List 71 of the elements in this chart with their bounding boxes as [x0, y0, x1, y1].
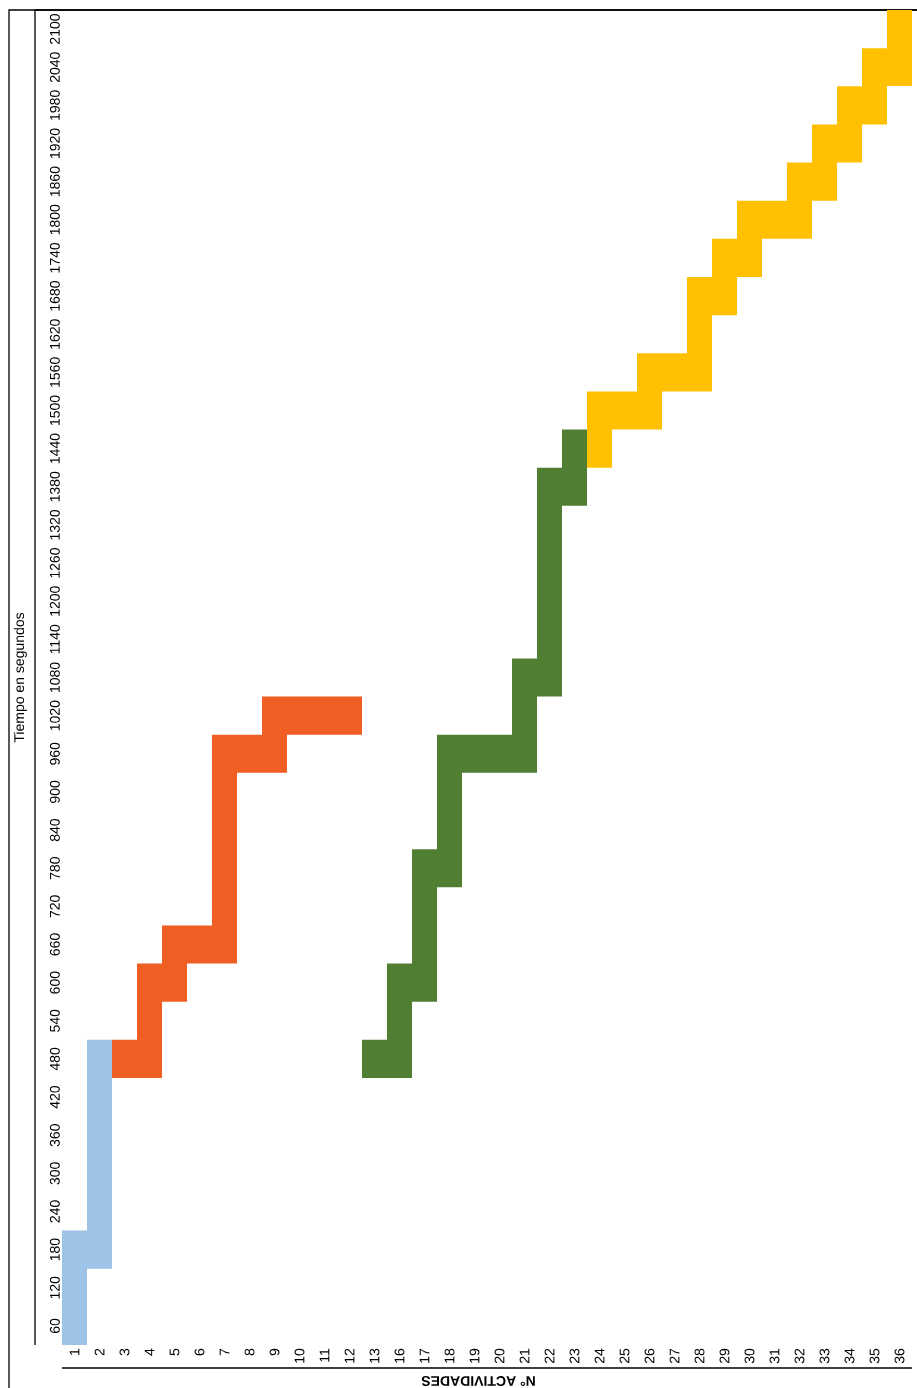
- y-tick-label: 960: [49, 742, 60, 765]
- x-tick-label: 25: [619, 1348, 630, 1364]
- y-axis-title: Tiempo en segundos: [13, 612, 27, 743]
- y-tick-label: 1020: [49, 700, 60, 731]
- x-tick-label: 3: [119, 1348, 130, 1356]
- x-tick-label: 12: [344, 1348, 355, 1363]
- x-tick-label: 5: [169, 1348, 180, 1356]
- x-tick-label: 10: [294, 1348, 305, 1363]
- x-tick-label: 4: [144, 1348, 155, 1356]
- x-tick-label: 33: [819, 1348, 830, 1364]
- y-tick-label: 1440: [49, 433, 60, 464]
- y-tick-label: 720: [49, 895, 60, 918]
- y-tick-label: 900: [49, 780, 60, 803]
- x-tick-label: 31: [769, 1348, 780, 1364]
- y-tick-label: 420: [49, 1085, 60, 1109]
- y-tick-label: 1560: [49, 357, 60, 387]
- x-tick-label: 6: [194, 1348, 205, 1356]
- y-tick-label: 1140: [49, 624, 60, 654]
- y-tick-label: 600: [49, 971, 60, 994]
- y-tick-label: 1380: [49, 471, 60, 502]
- y-tick-label: 360: [49, 1124, 60, 1147]
- y-tick-label: 240: [49, 1200, 60, 1223]
- y-tick-label: 1200: [49, 586, 60, 616]
- y-tick-label: 660: [49, 933, 60, 956]
- x-tick-label: 18: [444, 1348, 455, 1363]
- y-tick-label: 540: [49, 1009, 60, 1032]
- x-tick-label: 17: [419, 1348, 430, 1363]
- x-tick-label: 21: [519, 1348, 530, 1364]
- y-tick-label: 1320: [49, 509, 60, 540]
- y-tick-label: 1620: [49, 319, 60, 349]
- x-tick-label: 13: [369, 1348, 380, 1363]
- y-tick-label: 1920: [49, 128, 60, 158]
- x-tick-label: 24: [594, 1348, 605, 1364]
- y-tick-label: 2100: [49, 14, 60, 44]
- y-tick-label: 1260: [49, 548, 60, 578]
- x-tick-label: 36: [894, 1348, 905, 1364]
- y-tick-label: 1680: [49, 281, 60, 311]
- y-tick-label: 480: [49, 1047, 60, 1071]
- x-tick-label: 32: [794, 1348, 805, 1364]
- y-tick-label: 1500: [49, 395, 60, 425]
- x-tick-label: 1: [69, 1348, 80, 1355]
- x-axis-title: N° ACTIVIDADES: [421, 1376, 535, 1386]
- x-tick-label: 7: [219, 1348, 230, 1356]
- x-tick-label: 27: [669, 1348, 680, 1364]
- y-tick-label: 840: [49, 818, 60, 842]
- x-tick-label: 30: [744, 1348, 755, 1364]
- x-tick-label: 35: [869, 1348, 880, 1364]
- x-tick-label: 28: [694, 1348, 705, 1364]
- y-tick-label: 180: [49, 1238, 60, 1261]
- y-tick-label: 300: [49, 1162, 60, 1185]
- x-tick-label: 23: [569, 1348, 580, 1364]
- x-tick-label: 19: [469, 1348, 480, 1363]
- x-tick-label: 34: [844, 1348, 855, 1364]
- x-tick-label: 29: [719, 1348, 730, 1364]
- x-tick-label: 26: [644, 1348, 655, 1364]
- x-tick-label: 20: [494, 1348, 505, 1364]
- y-tick-label: 60: [49, 1318, 60, 1333]
- y-tick-label: 780: [49, 857, 60, 880]
- y-tick-label: 1080: [49, 662, 60, 692]
- y-tick-label: 2040: [49, 52, 60, 83]
- y-tick-label: 1800: [49, 204, 60, 235]
- y-tick-label: 1980: [49, 90, 60, 120]
- x-tick-label: 11: [319, 1348, 330, 1362]
- y-tick-label: 1860: [49, 166, 60, 197]
- y-tick-label: 120: [49, 1276, 60, 1299]
- y-tick-label: 1740: [49, 242, 60, 273]
- x-tick-label: 16: [394, 1348, 405, 1363]
- x-tick-label: 22: [544, 1348, 555, 1364]
- x-tick-label: 8: [244, 1348, 255, 1356]
- x-tick-label: 2: [94, 1348, 105, 1356]
- x-tick-label: 9: [269, 1348, 280, 1356]
